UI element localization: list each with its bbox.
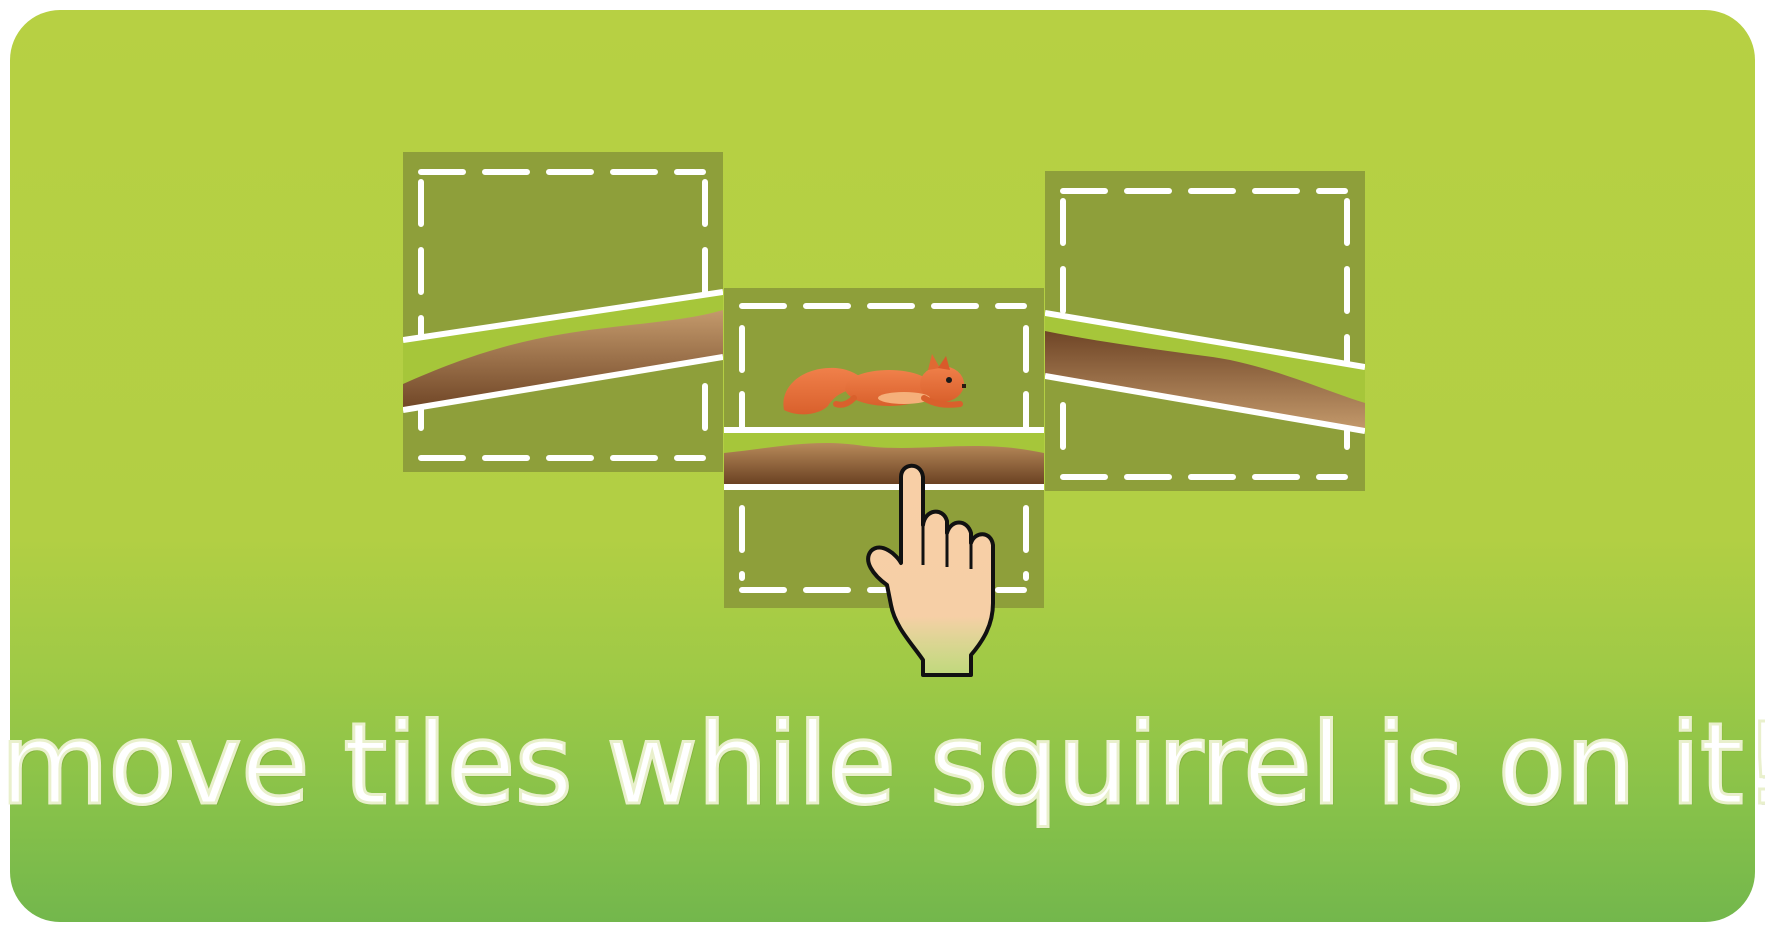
dirt-path	[403, 310, 723, 410]
right-tile-graphic	[1045, 188, 1365, 480]
dirt-path	[724, 443, 1044, 484]
right-tile[interactable]	[1045, 171, 1365, 491]
squirrel-icon	[783, 354, 966, 415]
left-tile-graphic	[403, 169, 723, 461]
dirt-path	[1045, 331, 1365, 431]
pointing-hand-icon	[866, 463, 995, 677]
left-tile[interactable]	[403, 152, 723, 472]
tutorial-instruction-text: move tiles while squirrel is on it!	[0, 699, 1765, 832]
